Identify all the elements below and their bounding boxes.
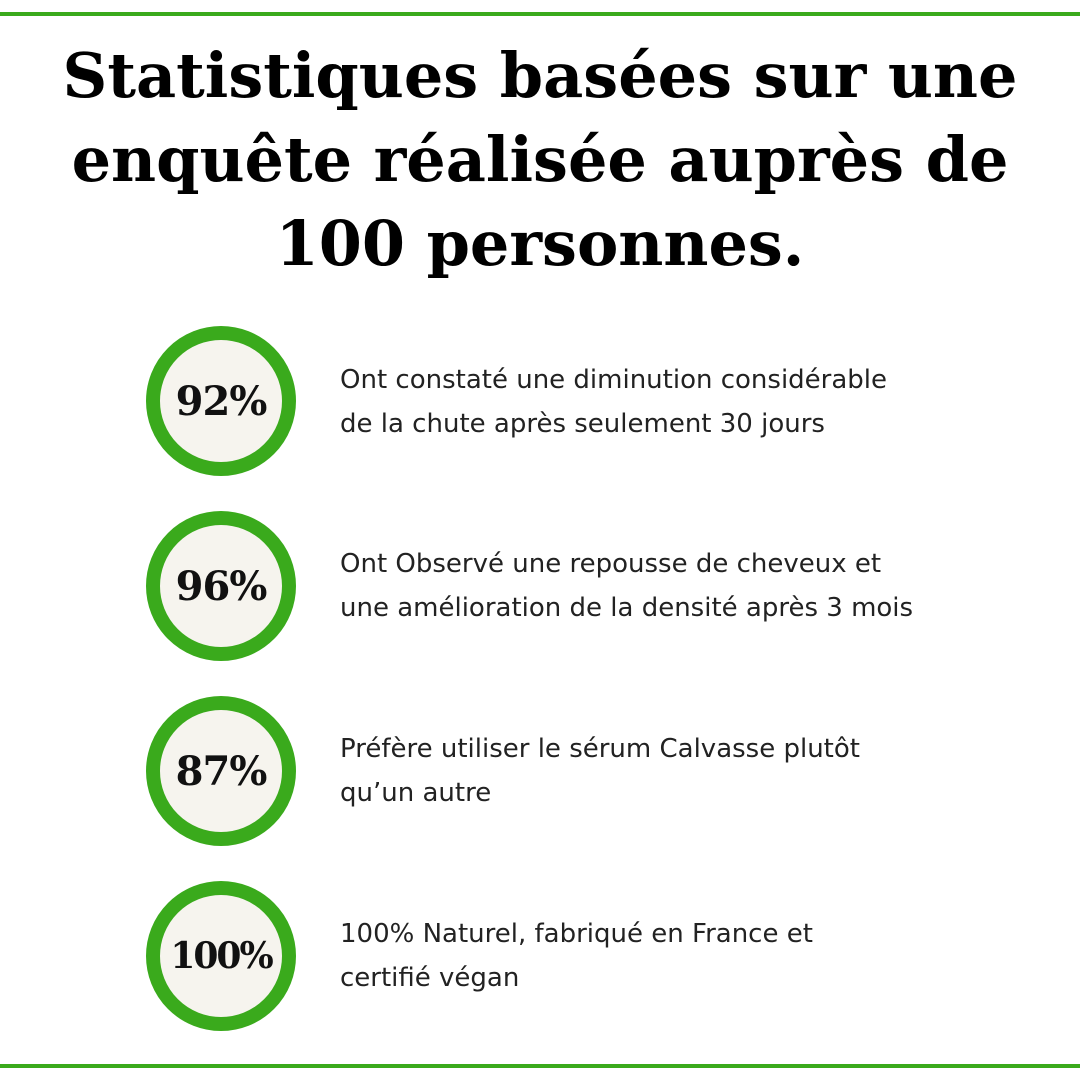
title-line-1: Statistiques basées sur une [62, 39, 1018, 112]
stat-description-line-2: qu’un autre [340, 778, 492, 808]
stat-value: 92% [175, 377, 268, 425]
stat-value: 87% [175, 747, 268, 795]
stat-description: 100% Naturel, fabriqué en France et cert… [340, 912, 980, 1000]
stat-description-line-1: 100% Naturel, fabriqué en France et [340, 919, 813, 949]
title-line-3: 100 personnes. [275, 207, 805, 280]
stat-circle: 100% [146, 881, 296, 1031]
stat-description-line-1: Préfère utiliser le sérum Calvasse plutô… [340, 734, 860, 764]
stat-description-line-2: certifié végan [340, 963, 520, 993]
stat-item-2: 96% Ont Observé une repousse de cheveux … [0, 511, 1080, 661]
stat-circle: 92% [146, 326, 296, 476]
stat-value: 100% [170, 935, 273, 977]
top-divider [0, 12, 1080, 16]
stat-description: Ont Observé une repousse de cheveux et u… [340, 542, 980, 630]
stat-item-3: 87% Préfère utiliser le sérum Calvasse p… [0, 696, 1080, 846]
stat-description-line-1: Ont Observé une repousse de cheveux et [340, 549, 882, 579]
stat-description: Ont constaté une diminution considérable… [340, 358, 980, 446]
bottom-divider [0, 1064, 1080, 1068]
stat-circle: 96% [146, 511, 296, 661]
stat-item-4: 100% 100% Naturel, fabriqué en France et… [0, 881, 1080, 1031]
stat-description-line-2: une amélioration de la densité après 3 m… [340, 593, 914, 623]
title-line-2: enquête réalisée auprès de [71, 123, 1009, 196]
page-title: Statistiques basées sur une enquête réal… [60, 34, 1020, 286]
stat-description-line-1: Ont constaté une diminution considérable [340, 365, 888, 395]
stat-description-line-2: de la chute après seulement 30 jours [340, 409, 825, 439]
stat-value: 96% [175, 562, 268, 610]
stat-item-1: 92% Ont constaté une diminution considér… [0, 326, 1080, 476]
stat-circle: 87% [146, 696, 296, 846]
stat-description: Préfère utiliser le sérum Calvasse plutô… [340, 727, 980, 815]
